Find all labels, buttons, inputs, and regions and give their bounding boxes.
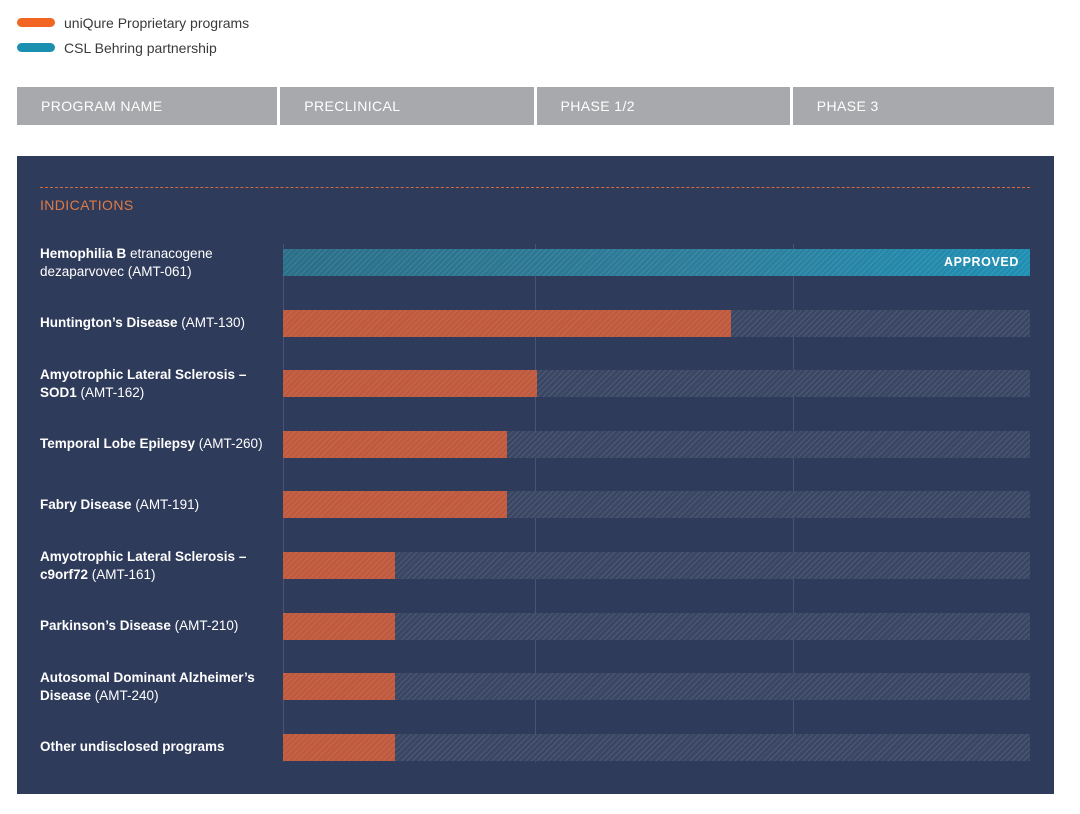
program-name-detail: (AMT-260) (195, 436, 263, 452)
program-name-detail: (AMT-240) (91, 687, 159, 703)
progress-track (283, 673, 1030, 701)
program-label: Parkinson’s Disease (AMT-210) (40, 606, 275, 646)
pipeline-panel: INDICATIONS Hemophilia B etranacogene de… (17, 156, 1054, 794)
header-phase-3: PHASE 3 (792, 87, 1054, 125)
legend-item-proprietary: uniQure Proprietary programs (17, 10, 249, 35)
progress-track (283, 309, 1030, 337)
table-header: PROGRAM NAME PRECLINICAL PHASE 1/2 PHASE… (17, 87, 1054, 125)
program-name-bold: Amyotrophic Lateral Sclerosis – c9orf72 (40, 548, 247, 582)
program-name-bold: Huntington’s Disease (40, 315, 178, 331)
program-label: Hemophilia B etranacogene dezaparvovec (… (40, 243, 275, 283)
program-name-bold: Amyotrophic Lateral Sclerosis – SOD1 (40, 366, 247, 400)
program-name-bold: Hemophilia B (40, 245, 127, 261)
progress-track (283, 430, 1030, 458)
program-name-detail: (AMT-130) (177, 315, 246, 331)
progress-bar (283, 552, 395, 579)
progress-bar (283, 491, 507, 519)
program-label: Amyotrophic Lateral Sclerosis – c9orf72 … (40, 546, 275, 586)
progress-bar (283, 673, 395, 701)
progress-bar (283, 249, 1030, 276)
track-hatch (283, 733, 1030, 761)
legend-item-partnership: CSL Behring partnership (17, 35, 249, 60)
track-hatch (283, 673, 1030, 701)
progress-bar (283, 430, 507, 458)
program-label: Huntington’s Disease (AMT-130) (40, 303, 275, 343)
program-name-bold: Temporal Lobe Epilepsy (40, 436, 196, 452)
legend: uniQure Proprietary programs CSL Behring… (17, 10, 249, 60)
program-label: Temporal Lobe Epilepsy (AMT-260) (40, 424, 275, 464)
progress-track: APPROVED (283, 249, 1030, 276)
program-label: Other undisclosed programs (40, 727, 275, 767)
progress-bar (283, 370, 537, 398)
track-hatch (283, 612, 1030, 640)
program-name-detail: (AMT-210) (170, 618, 239, 634)
program-name-bold: Fabry Disease (40, 496, 132, 512)
program-name-bold: Parkinson’s Disease (40, 618, 171, 634)
progress-bar (283, 733, 395, 761)
program-name-bold: Other undisclosed programs (40, 739, 225, 755)
progress-track (283, 612, 1030, 640)
progress-track (283, 733, 1030, 761)
program-name-bold: Autosomal Dominant Alzheimer’s Disease (40, 669, 255, 703)
legend-label-proprietary: uniQure Proprietary programs (64, 14, 250, 31)
progress-track (283, 370, 1030, 398)
track-hatch (283, 552, 1030, 579)
legend-swatch-partnership (17, 43, 55, 52)
legend-label-partnership: CSL Behring partnership (64, 39, 217, 56)
program-label: Fabry Disease (AMT-191) (40, 485, 275, 525)
progress-bar (283, 309, 731, 337)
program-label: Amyotrophic Lateral Sclerosis – SOD1 (AM… (40, 364, 275, 404)
section-label-indications: INDICATIONS (40, 197, 134, 213)
program-name-detail: (AMT-162) (76, 384, 145, 400)
progress-track (283, 552, 1030, 579)
program-label: Autosomal Dominant Alzheimer’s Disease (… (40, 667, 275, 707)
program-name-detail: (AMT-161) (88, 566, 156, 582)
header-program-name: PROGRAM NAME (17, 87, 278, 125)
header-preclinical: PRECLINICAL (280, 87, 534, 125)
legend-swatch-proprietary (17, 18, 55, 27)
section-divider (40, 187, 1030, 188)
program-name-detail: (AMT-191) (131, 496, 200, 512)
header-phase-1-2: PHASE 1/2 (536, 87, 790, 125)
progress-bar (283, 612, 395, 640)
status-label-approved: APPROVED (944, 255, 1019, 269)
program-name-detail: etranacogene dezaparvovec (AMT-061) (40, 245, 213, 279)
progress-track (283, 491, 1030, 519)
